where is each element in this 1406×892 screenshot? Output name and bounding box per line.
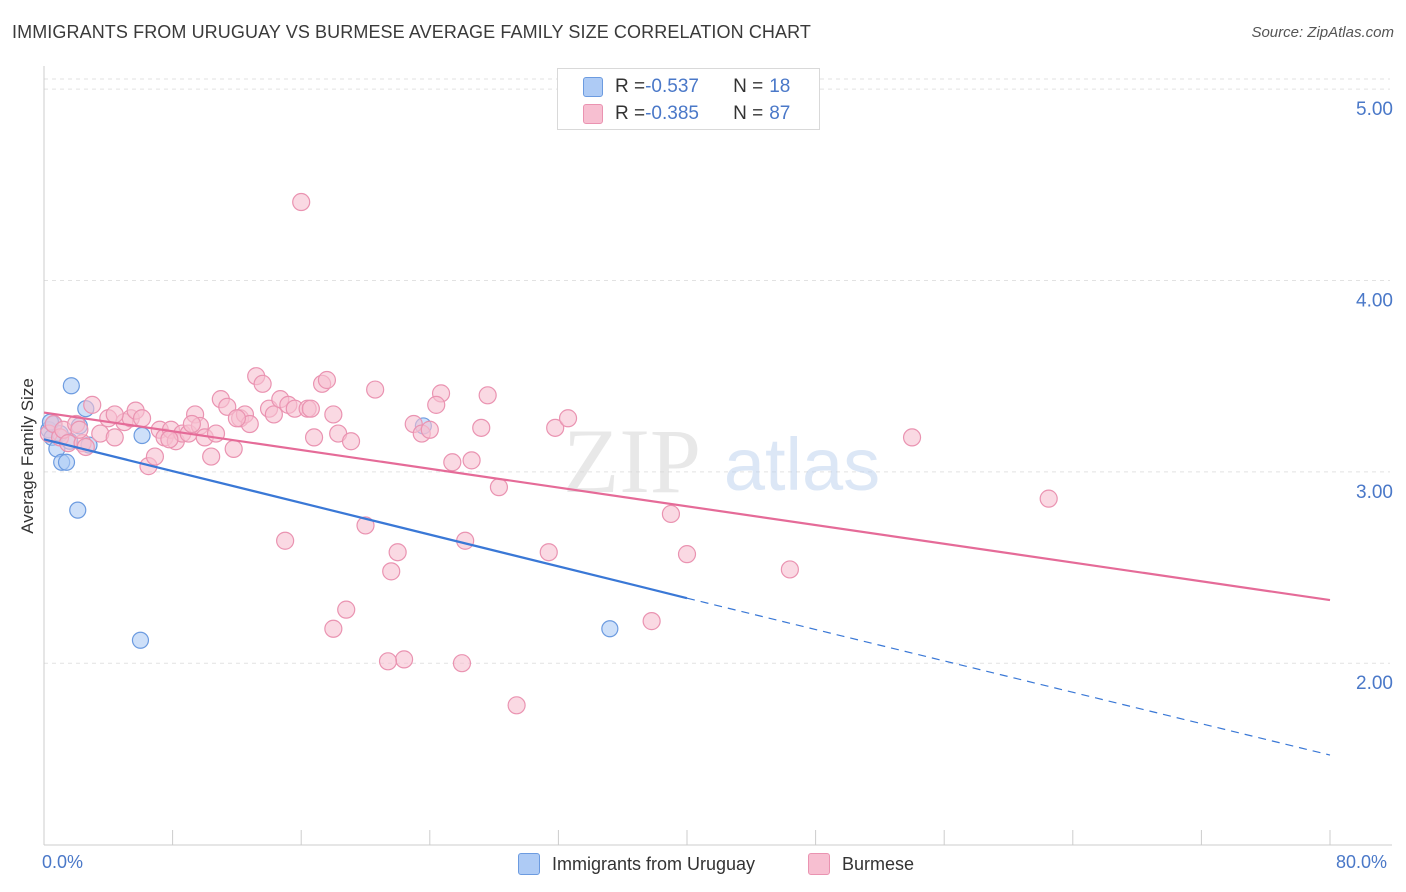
burmese-point bbox=[276, 531, 295, 550]
watermark-zip: ZIP bbox=[563, 410, 701, 512]
uruguay-point bbox=[57, 453, 76, 471]
legend-n-value: 87 bbox=[769, 103, 791, 124]
burmese-point bbox=[145, 447, 165, 466]
legend-n-value: 18 bbox=[769, 76, 791, 97]
burmese-point bbox=[558, 409, 578, 428]
legend-r-value: -0.537 bbox=[645, 76, 699, 97]
burmese-point bbox=[1039, 489, 1058, 508]
burmese-point bbox=[546, 418, 565, 437]
bottom-legend-label-burmese: Burmese bbox=[842, 853, 915, 874]
burmese-point bbox=[489, 478, 509, 497]
burmese-point bbox=[253, 374, 272, 393]
legend-swatch-burmese bbox=[583, 104, 603, 124]
legend-r-label: R = bbox=[615, 103, 646, 124]
burmese-point bbox=[105, 405, 124, 424]
burmese-point bbox=[304, 428, 324, 447]
burmese-point bbox=[780, 560, 799, 579]
y-axis-label: Average Family Size bbox=[18, 378, 37, 534]
chart-title: IMMIGRANTS FROM URUGUAY VS BURMESE AVERA… bbox=[12, 22, 811, 42]
bottom-legend-swatch-uruguay bbox=[518, 853, 540, 875]
legend-row-uruguay: R = -0.537 N = 18 bbox=[583, 75, 790, 99]
x-tick-label-max: 80.0% bbox=[1336, 852, 1388, 872]
y-tick-labels: 2.00 3.00 4.00 5.00 bbox=[1356, 99, 1393, 694]
burmese-point bbox=[388, 543, 407, 562]
legend-n-label: N = bbox=[733, 103, 764, 124]
uruguay-point bbox=[69, 501, 87, 519]
burmese-point bbox=[227, 409, 246, 428]
burmese-trend-line bbox=[43, 411, 1331, 602]
burmese-point bbox=[324, 405, 343, 424]
grid-lines bbox=[44, 78, 1390, 664]
burmese-point bbox=[462, 451, 481, 470]
burmese-point bbox=[105, 428, 124, 447]
watermark-atlas: atlas bbox=[724, 423, 880, 506]
data-points bbox=[39, 192, 1058, 715]
burmese-point bbox=[292, 192, 311, 212]
y-tick-label: 4.00 bbox=[1356, 290, 1393, 311]
burmese-point bbox=[378, 652, 398, 671]
burmese-point bbox=[456, 531, 475, 550]
uruguay-point bbox=[62, 377, 80, 395]
bottom-legend-label-uruguay: Immigrants from Uruguay bbox=[552, 853, 756, 874]
uruguay-point bbox=[601, 620, 619, 638]
x-tick-label-min: 0.0% bbox=[42, 852, 84, 872]
bottom-legend-uruguay: Immigrants from Uruguay bbox=[518, 852, 755, 876]
bottom-legend-burmese: Burmese bbox=[808, 852, 914, 876]
burmese-point bbox=[83, 395, 102, 414]
uruguay-point bbox=[131, 631, 150, 649]
burmese-point bbox=[661, 504, 681, 524]
burmese-point bbox=[420, 420, 439, 439]
burmese-point bbox=[301, 399, 320, 418]
burmese-point bbox=[902, 428, 922, 447]
legend-r-label: R = bbox=[615, 76, 646, 97]
burmese-point bbox=[341, 432, 361, 451]
correlation-legend: R = -0.537 N = 18 R = -0.385 N = 87 bbox=[557, 68, 820, 130]
burmese-point bbox=[70, 420, 89, 439]
burmese-point bbox=[677, 545, 697, 564]
burmese-point bbox=[324, 619, 343, 638]
source-label: Source: ZipAtlas.com bbox=[1251, 24, 1394, 41]
y-tick-label: 5.00 bbox=[1356, 99, 1393, 120]
burmese-point bbox=[202, 447, 221, 466]
burmese-point bbox=[317, 370, 337, 390]
burmese-point bbox=[160, 430, 179, 449]
burmese-point bbox=[507, 696, 526, 715]
burmese-point bbox=[264, 405, 283, 424]
burmese-point bbox=[76, 437, 95, 457]
uruguay-point bbox=[133, 426, 151, 445]
burmese-point bbox=[394, 650, 414, 669]
burmese-point bbox=[427, 395, 446, 414]
uruguay-trend-line bbox=[43, 438, 688, 600]
axes bbox=[43, 66, 1392, 846]
burmese-point bbox=[443, 453, 462, 472]
burmese-point bbox=[366, 380, 385, 399]
legend-row-burmese: R = -0.385 N = 87 bbox=[583, 102, 790, 126]
burmese-point bbox=[642, 612, 661, 631]
burmese-point bbox=[539, 543, 558, 562]
burmese-point bbox=[182, 414, 201, 434]
legend-swatch-uruguay bbox=[583, 77, 603, 97]
trend-lines bbox=[43, 411, 1331, 756]
legend-r-value: -0.385 bbox=[645, 103, 699, 124]
burmese-point bbox=[337, 600, 356, 619]
burmese-point bbox=[382, 562, 401, 581]
burmese-point bbox=[472, 418, 491, 437]
y-tick-label: 3.00 bbox=[1356, 482, 1393, 503]
burmese-point bbox=[478, 386, 497, 405]
uruguay-trend-extension bbox=[686, 597, 1331, 756]
burmese-point bbox=[224, 439, 243, 458]
burmese-point bbox=[132, 409, 152, 428]
burmese-point bbox=[356, 516, 375, 535]
y-tick-label: 2.00 bbox=[1356, 673, 1393, 694]
burmese-point bbox=[452, 654, 472, 673]
bottom-legend-swatch-burmese bbox=[808, 853, 830, 875]
legend-n-label: N = bbox=[733, 76, 764, 97]
